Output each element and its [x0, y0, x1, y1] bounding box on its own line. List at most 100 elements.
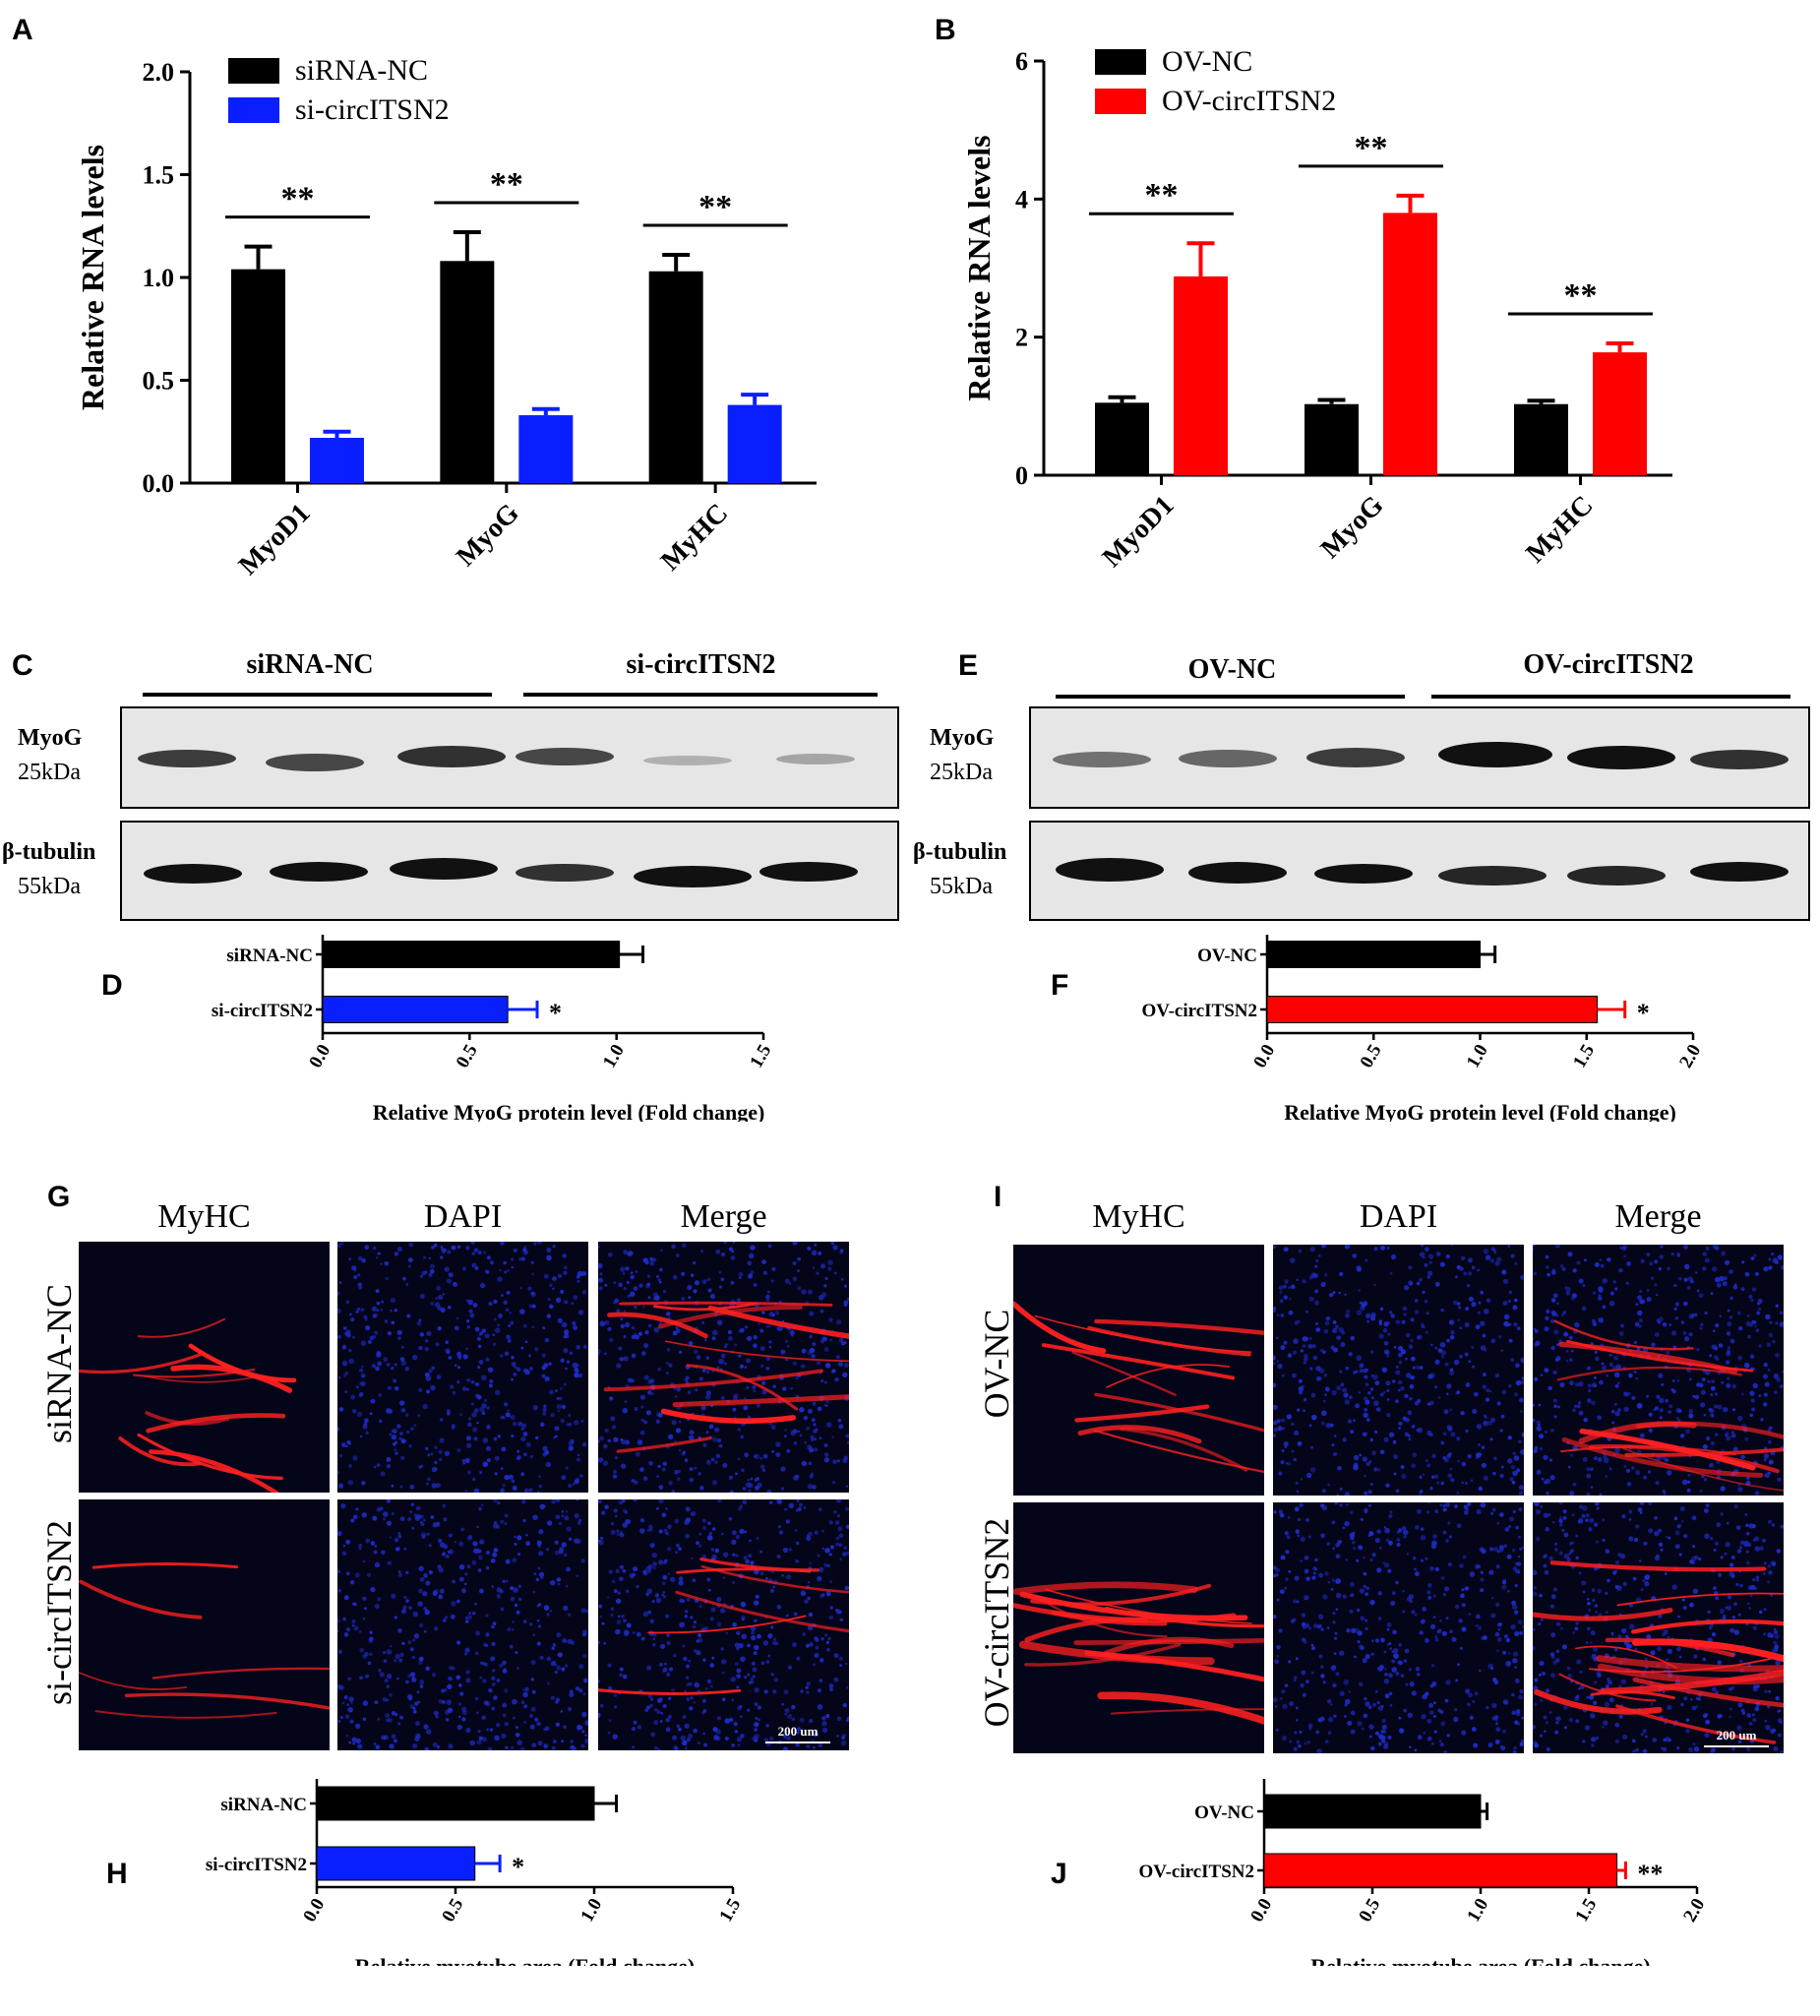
nucleus [1598, 1316, 1604, 1323]
nucleus [748, 1554, 753, 1558]
nucleus [1429, 1623, 1436, 1629]
nucleus [824, 1548, 830, 1554]
nucleus [1278, 1285, 1284, 1291]
nucleus [1545, 1688, 1550, 1693]
nucleus [689, 1477, 695, 1483]
nucleus [1424, 1262, 1428, 1267]
nucleus [1357, 1640, 1361, 1644]
nucleus [831, 1369, 835, 1374]
nucleus [1703, 1508, 1709, 1513]
nucleus [1534, 1445, 1539, 1450]
nucleus [626, 1280, 630, 1284]
nucleus [506, 1334, 511, 1340]
nucleus [1373, 1400, 1379, 1407]
nucleus [343, 1695, 348, 1699]
nucleus [720, 1353, 726, 1359]
myotube [1597, 1663, 1784, 1685]
nucleus [1593, 1680, 1598, 1684]
nucleus [1442, 1455, 1447, 1460]
nucleus [1518, 1507, 1523, 1512]
nucleus [1497, 1628, 1501, 1631]
nucleus [1359, 1363, 1365, 1369]
nucleus [1514, 1630, 1520, 1637]
nucleus [1569, 1491, 1575, 1496]
nucleus [720, 1647, 724, 1651]
myotube [1071, 1351, 1177, 1396]
nucleus [812, 1401, 817, 1406]
x-tick-label: MyHC [1520, 490, 1599, 569]
nucleus [1660, 1245, 1664, 1249]
nucleus [1747, 1602, 1750, 1606]
nucleus [742, 1487, 747, 1491]
nucleus [697, 1637, 703, 1643]
nucleus [338, 1407, 344, 1412]
nucleus [711, 1329, 718, 1336]
nucleus [1345, 1698, 1351, 1705]
nucleus [775, 1441, 781, 1447]
nucleus [823, 1452, 829, 1457]
nucleus [536, 1242, 542, 1245]
nucleus [1419, 1630, 1424, 1635]
nucleus [464, 1457, 470, 1463]
nucleus [555, 1435, 558, 1438]
nucleus [598, 1499, 602, 1504]
nucleus [359, 1676, 363, 1680]
nucleus [819, 1436, 822, 1440]
nucleus [496, 1594, 502, 1599]
nucleus [629, 1291, 636, 1298]
nucleus [667, 1572, 671, 1576]
nucleus [1281, 1374, 1285, 1377]
nucleus [1281, 1449, 1285, 1452]
nucleus [478, 1506, 482, 1511]
nucleus [1388, 1540, 1393, 1546]
panel-label-c: C [12, 649, 33, 682]
nucleus [821, 1336, 826, 1341]
nucleus [1456, 1492, 1460, 1495]
nucleus [1756, 1705, 1759, 1709]
nucleus [1767, 1368, 1771, 1372]
nucleus [1439, 1742, 1444, 1747]
nucleus [756, 1537, 759, 1540]
nucleus [1751, 1319, 1755, 1324]
nucleus [525, 1533, 528, 1537]
nucleus [1575, 1556, 1579, 1560]
nucleus [1682, 1605, 1687, 1611]
nucleus [829, 1606, 833, 1610]
nucleus [1597, 1415, 1603, 1421]
nucleus [1320, 1410, 1327, 1417]
nucleus [694, 1681, 699, 1688]
nucleus [363, 1422, 368, 1427]
nucleus [373, 1465, 377, 1469]
nucleus [581, 1711, 587, 1718]
nucleus [1634, 1321, 1640, 1327]
nucleus [346, 1440, 351, 1444]
nucleus [1359, 1301, 1364, 1305]
nucleus [1298, 1249, 1303, 1253]
nucleus [389, 1644, 393, 1648]
blot-row-label: MyoG [18, 725, 83, 751]
nucleus [631, 1325, 636, 1330]
nucleus [1388, 1513, 1393, 1519]
nucleus [355, 1738, 361, 1744]
nucleus [471, 1402, 474, 1406]
nucleus [612, 1474, 618, 1479]
nucleus [445, 1718, 450, 1722]
nucleus [656, 1709, 661, 1715]
myotube [675, 1590, 849, 1633]
nucleus [825, 1422, 832, 1428]
nucleus [1720, 1512, 1724, 1516]
nucleus [1768, 1459, 1774, 1465]
nucleus [1462, 1555, 1467, 1559]
nucleus [1519, 1631, 1524, 1635]
nucleus [675, 1326, 679, 1329]
nucleus [655, 1419, 660, 1424]
nucleus [473, 1436, 478, 1441]
nucleus [1368, 1460, 1372, 1464]
nucleus [404, 1413, 409, 1417]
nucleus [1365, 1368, 1368, 1372]
nucleus [1479, 1320, 1486, 1327]
nucleus [619, 1357, 624, 1362]
myotube [146, 1413, 286, 1434]
nucleus [408, 1443, 412, 1448]
nucleus [485, 1269, 490, 1274]
